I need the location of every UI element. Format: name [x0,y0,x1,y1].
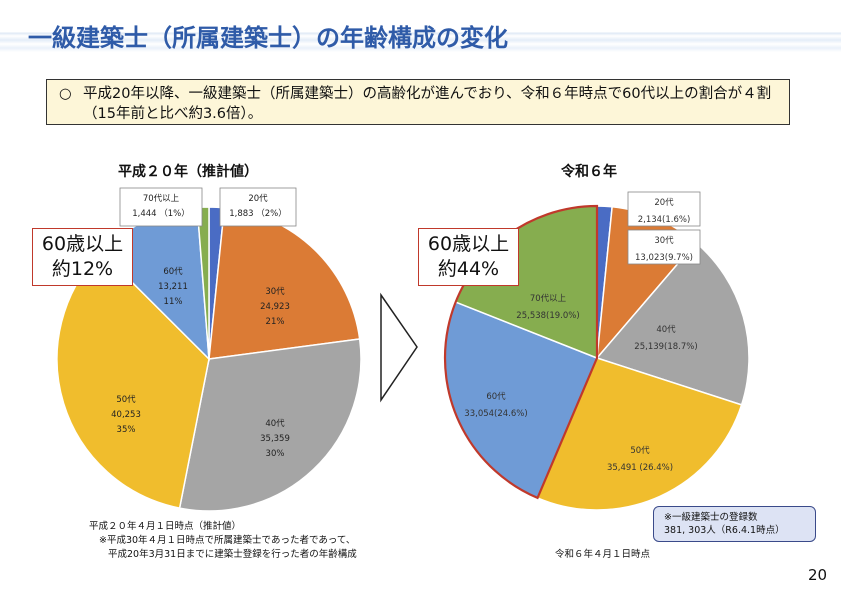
pie-data-label: 13,211 [158,282,188,292]
pie-data-label: 11% [164,297,183,307]
pie-label-box [627,191,701,227]
pie-data-label: 21% [266,317,285,327]
pie-data-label: 30% [266,449,285,459]
left-note-line2: ※平成30年４月１日時点で所属建築士であった者であって、 [99,535,356,546]
pie-data-label: 70代以上 [530,293,567,304]
left-over60-callout: 60歳以上 約12% [32,228,133,286]
pie-data-label: 30代 [654,235,674,246]
pie-data-label: 33,054(24.6%) [464,409,527,419]
registration-line1: ※一級建築士の登録数 [664,512,758,523]
left-callout-line1: 60歳以上 [41,233,124,255]
summary-box: ○ 平成20年以降、一級建築士（所属建築士）の高齢化が進んでおり、令和６年時点で… [46,79,790,125]
over60-highlight-outline [443,204,599,500]
left-callout-line2: 約12% [51,258,114,280]
pie-label-box [627,229,701,265]
right-callout-line2: 約44% [437,258,500,280]
arrow-right-icon [380,292,418,403]
pie-data-label: 1,444 （1%） [132,208,190,219]
pie-chart-reiwa6: 20代 2,134(1.6%) 30代 13,023(9.7%) 40代 25,139(1… [443,191,750,511]
left-note-line1: 平成２０年４月１日時点（推計値） [89,521,242,532]
pie-data-label: 30代 [265,286,285,297]
pie-data-label: 35,491 (26.4%) [607,463,673,473]
page-title: 一級建築士（所属建築士）の年齢構成の変化 [28,24,508,52]
pie-data-label: 25,139(18.7%) [634,342,697,352]
pie-data-label: 60代 [163,266,183,277]
pie-data-label: 40代 [656,324,676,335]
pie-data-label: 50代 [630,445,650,456]
pie-data-label: 50代 [116,394,136,405]
right-over60-callout: 60歳以上 約44% [418,228,519,286]
pie-slice-30代 [208,206,361,360]
pie-data-label: 20代 [248,193,268,204]
pie-data-label: 60代 [486,391,506,402]
pie-data-label: 2,134(1.6%) [638,215,691,225]
right-callout-line1: 60歳以上 [427,233,510,255]
pie-data-label: 25,538(19.0%) [516,311,579,321]
pie-data-label: 13,023(9.7%) [635,253,693,263]
pie-data-label: 20代 [654,197,674,208]
title-band [0,0,841,58]
pie-label-box [119,187,203,227]
registration-count-box: ※一級建築士の登録数 381, 303人（R6.4.1時点） [653,506,816,542]
registration-line2: 381, 303人（R6.4.1時点） [664,525,785,536]
pie-slice-50代 [536,357,743,511]
left-note-line3: 平成20年3月31日までに建築士登録を行った者の年齢構成 [108,549,357,560]
right-chart-title: 令和６年 [561,164,617,180]
pie-data-label: 35% [117,425,136,435]
pie-data-label: 40代 [265,418,285,429]
pie-data-label: 35,359 [260,434,290,444]
pie-label-box [219,187,297,227]
pie-slice-40代 [178,338,362,512]
right-note-date: 令和６年４月１日時点 [555,549,651,560]
pie-slice-40代 [595,241,750,406]
left-chart-title: 平成２０年（推計値） [118,164,258,180]
pie-data-label: 70代以上 [143,193,180,204]
pie-data-label: 24,923 [260,302,290,312]
pie-chart-heisei20: 20代 1,883 （2%） 30代 24,923 21% 40代 35,359 30% 50代… [56,187,362,512]
summary-text: 平成20年以降、一級建築士（所属建築士）の高齢化が進んでおり、令和６年時点で60… [83,86,772,122]
page-number: 20 [808,566,828,584]
pie-data-label: 1,883 （2%） [229,208,287,219]
pie-data-label: 40,253 [111,410,141,420]
circle-bullet-icon: ○ [59,86,72,102]
